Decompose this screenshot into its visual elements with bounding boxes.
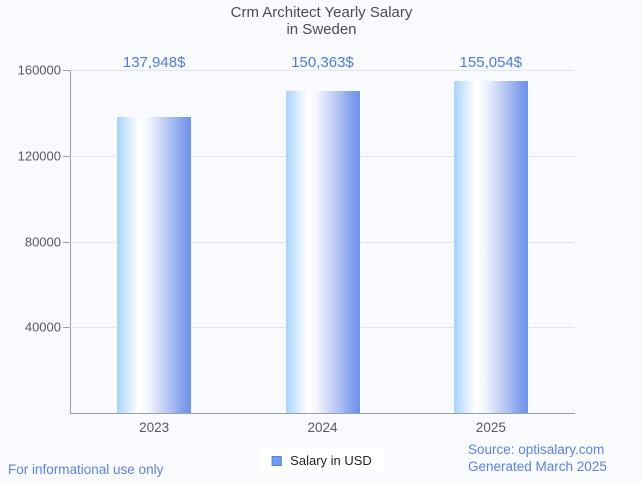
x-tick-label-2025: 2025 bbox=[475, 420, 506, 435]
legend: Salary in USD bbox=[259, 448, 384, 473]
y-tick-80000 bbox=[63, 241, 70, 243]
grid-line-160000 bbox=[70, 70, 575, 71]
chart-title-line-1: Crm Architect Yearly Salary bbox=[230, 4, 413, 21]
y-tick-120000 bbox=[63, 155, 70, 157]
legend-swatch-icon bbox=[271, 455, 282, 466]
y-tick-label-80000: 80000 bbox=[24, 234, 61, 249]
bar-2023 bbox=[117, 117, 192, 413]
chart-title-line-2: in Sweden bbox=[286, 21, 357, 38]
source-block: Source: optisalary.com Generated March 2… bbox=[468, 442, 607, 475]
source-text: Source: optisalary.com bbox=[468, 442, 605, 457]
x-tick-label-2024: 2024 bbox=[307, 420, 338, 435]
y-tick-160000 bbox=[63, 70, 70, 71]
generated-text: Generated March 2025 bbox=[468, 458, 607, 474]
x-tick-label-2023: 2023 bbox=[139, 420, 170, 435]
bar-value-label-2025: 155,054$ bbox=[459, 54, 523, 71]
chart-title: Crm Architect Yearly Salary in Sweden bbox=[0, 4, 643, 38]
y-tick-label-120000: 120000 bbox=[17, 148, 61, 164]
y-tick-label-40000: 40000 bbox=[24, 319, 61, 335]
y-tick-40000 bbox=[63, 327, 70, 329]
bar-value-label-2023: 137,948$ bbox=[122, 54, 186, 71]
bar-2025 bbox=[453, 80, 528, 413]
bar-2024 bbox=[285, 90, 360, 413]
legend-label: Salary in USD bbox=[290, 453, 372, 468]
x-axis-line bbox=[70, 413, 575, 414]
bar-value-label-2024: 150,363$ bbox=[291, 54, 354, 71]
y-tick-label-160000: 160000 bbox=[17, 62, 61, 78]
disclaimer-text: For informational use only bbox=[8, 462, 164, 477]
